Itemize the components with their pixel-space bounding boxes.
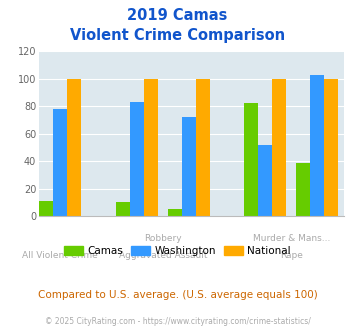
Text: Murder & Mans...: Murder & Mans...: [252, 234, 330, 243]
Bar: [310, 75, 324, 216]
Bar: [196, 79, 209, 216]
Text: All Violent Crime: All Violent Crime: [22, 251, 98, 260]
Bar: [67, 79, 81, 216]
Bar: [116, 202, 130, 216]
Bar: [53, 109, 67, 216]
Text: © 2025 CityRating.com - https://www.cityrating.com/crime-statistics/: © 2025 CityRating.com - https://www.city…: [45, 317, 310, 326]
Bar: [181, 117, 196, 216]
Text: 2019 Camas: 2019 Camas: [127, 8, 228, 23]
Bar: [39, 201, 53, 216]
Bar: [144, 79, 158, 216]
Text: Violent Crime Comparison: Violent Crime Comparison: [70, 28, 285, 43]
Bar: [258, 145, 273, 216]
Bar: [245, 103, 258, 216]
Text: Compared to U.S. average. (U.S. average equals 100): Compared to U.S. average. (U.S. average …: [38, 290, 317, 300]
Bar: [168, 209, 181, 216]
Bar: [296, 163, 310, 216]
Bar: [324, 79, 338, 216]
Text: Rape: Rape: [280, 251, 303, 260]
Text: Robbery: Robbery: [144, 234, 181, 243]
Bar: [273, 79, 286, 216]
Text: Aggravated Assault: Aggravated Assault: [119, 251, 207, 260]
Legend: Camas, Washington, National: Camas, Washington, National: [60, 242, 295, 260]
Bar: [130, 102, 144, 216]
